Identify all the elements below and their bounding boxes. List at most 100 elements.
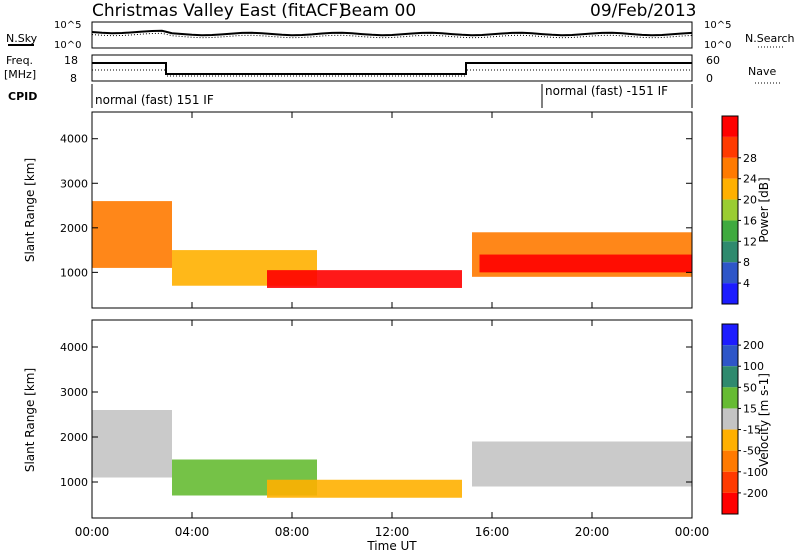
power-colorbar-tick-label: 8 xyxy=(743,256,750,269)
power-ytick-label: 4000 xyxy=(60,133,88,146)
power-colorbar-label: Power [dB] xyxy=(757,177,771,242)
noise-tick-bottom-right: 10^0 xyxy=(704,40,731,51)
power-x-axis xyxy=(91,112,693,308)
velocity-colorbar-tick-label: 200 xyxy=(743,339,764,352)
power-colorbar-swatch xyxy=(722,220,738,242)
nave-tick-top: 60 xyxy=(706,54,720,67)
velocity-panel: 1000 2000 3000 4000 Slant Range [km] 200 100… xyxy=(23,319,771,519)
freq-panel: Freq. [MHz] 18 8 60 0 Nave xyxy=(4,54,782,85)
velocity-data xyxy=(92,410,692,498)
cpid-row: CPID normal (fast) 151 IF normal (fast) … xyxy=(8,84,693,108)
figure-title: Christmas Valley East (fitACF) xyxy=(92,1,345,21)
nsky-label: N.Sky xyxy=(6,32,38,45)
velocity-colorbar-label: Velocity [m s-1] xyxy=(757,373,771,467)
power-colorbar-swatch xyxy=(722,262,738,284)
velocity-x-axis xyxy=(91,320,693,518)
power-colorbar-tick-label: 20 xyxy=(743,194,757,207)
time-axis-labels: 00:00 04:00 08:00 12:00 16:00 20:00 00:00 xyxy=(75,525,710,539)
nave-tick-bottom: 0 xyxy=(706,72,713,85)
power-colorbar-swatch xyxy=(722,136,738,158)
velocity-region-3 xyxy=(472,441,692,487)
nsearch-trace xyxy=(91,32,693,39)
velocity-colorbar-tick-label: 15 xyxy=(743,402,757,415)
power-colorbar-tick-label: 4 xyxy=(743,277,750,290)
velocity-colorbar-swatch xyxy=(722,471,738,493)
power-colorbar-tick-label: 12 xyxy=(743,235,757,248)
power-colorbar-swatch xyxy=(722,283,738,304)
frequency-trace xyxy=(92,62,692,75)
power-colorbar-swatch xyxy=(722,116,738,137)
time-tick-label: 16:00 xyxy=(475,525,510,539)
time-tick-label: 20:00 xyxy=(575,525,610,539)
noise-panel: N.Sky N.Search 10^5 10^0 10^5 10^0 xyxy=(6,20,795,51)
power-colorbar: 4 8 12 16 20 24 28 xyxy=(721,115,757,305)
power-ytick-label: 3000 xyxy=(60,177,88,190)
time-tick-label: 04:00 xyxy=(175,525,210,539)
beam-label: Beam 00 xyxy=(340,1,416,21)
noise-tick-top-right: 10^5 xyxy=(704,20,731,31)
x-axis-label: Time UT xyxy=(366,539,417,553)
velocity-colorbar-tick-label: 100 xyxy=(743,360,764,373)
velocity-ytick-label: 4000 xyxy=(60,341,88,354)
velocity-ytick-label: 1000 xyxy=(60,476,88,489)
velocity-colorbar-tick-label: -100 xyxy=(743,466,768,479)
power-y-axis-label: Slant Range [km] xyxy=(23,158,37,262)
velocity-region-2 xyxy=(267,479,462,498)
power-colorbar-tick-label: 28 xyxy=(743,152,757,165)
power-colorbar-swatch xyxy=(722,241,738,263)
velocity-y-axis: 1000 2000 3000 4000 xyxy=(60,341,692,489)
velocity-colorbar-swatch xyxy=(722,345,738,367)
velocity-y-axis-label: Slant Range [km] xyxy=(23,368,37,472)
power-region-2 xyxy=(267,270,462,288)
velocity-colorbar-tick-label: 50 xyxy=(743,381,757,394)
date-label: 09/Feb/2013 xyxy=(590,1,696,21)
velocity-ytick-label: 2000 xyxy=(60,431,88,444)
velocity-ytick-label: 3000 xyxy=(60,386,88,399)
power-colorbar-frame xyxy=(721,115,739,305)
nave-trace xyxy=(92,69,692,77)
nsearch-label: N.Search xyxy=(745,32,795,45)
time-tick-label: 00:00 xyxy=(75,525,110,539)
velocity-colorbar-swatch xyxy=(722,450,738,472)
noise-tick-bottom-left: 10^0 xyxy=(54,40,81,51)
velocity-colorbar: 200 100 50 15 -15 -50 -100 -200 xyxy=(721,323,768,515)
power-data xyxy=(92,201,692,288)
velocity-colorbar-swatch xyxy=(722,387,738,409)
power-colorbar-tick-label: 16 xyxy=(743,214,757,227)
power-y-axis: 1000 2000 3000 4000 xyxy=(60,133,692,279)
freq-unit-label: [MHz] xyxy=(4,68,36,81)
power-region-0 xyxy=(92,201,172,268)
freq-tick-top: 18 xyxy=(64,54,78,67)
power-colorbar-swatch xyxy=(722,199,738,221)
velocity-colorbar-swatch xyxy=(722,492,738,514)
cpid-label: CPID xyxy=(8,90,37,103)
power-panel: 1000 2000 3000 4000 Slant Range [km] 4 8 12 16… xyxy=(23,111,771,309)
velocity-colorbar-swatch xyxy=(722,408,738,430)
power-ytick-label: 1000 xyxy=(60,266,88,279)
power-colorbar-swatch xyxy=(722,157,738,179)
time-tick-label: 08:00 xyxy=(275,525,310,539)
freq-tick-bottom: 8 xyxy=(70,72,77,85)
power-colorbar-swatch xyxy=(722,178,738,200)
velocity-colorbar-swatch xyxy=(722,366,738,388)
power-colorbar-tick-label: 24 xyxy=(743,173,757,186)
cpid-segment-2: normal (fast) -151 IF xyxy=(545,84,668,98)
velocity-colorbar-swatch xyxy=(722,429,738,451)
freq-label: Freq. xyxy=(6,54,33,67)
power-ytick-label: 2000 xyxy=(60,222,88,235)
nave-label: Nave xyxy=(748,65,776,78)
velocity-colorbar-tick-label: -50 xyxy=(743,445,761,458)
nsky-trace xyxy=(91,29,693,37)
cpid-segment-1: normal (fast) 151 IF xyxy=(95,93,214,107)
velocity-colorbar-tick-label: -200 xyxy=(743,487,768,500)
noise-tick-top-left: 10^5 xyxy=(54,20,81,31)
time-tick-label: 12:00 xyxy=(375,525,410,539)
velocity-region-0 xyxy=(92,410,172,478)
velocity-colorbar-swatch xyxy=(722,324,738,346)
velocity-colorbar-tick-label: -15 xyxy=(743,424,761,437)
freq-panel-frame xyxy=(91,54,693,82)
time-tick-label: 00:00 xyxy=(675,525,710,539)
power-region-4 xyxy=(479,254,692,273)
velocity-colorbar-frame xyxy=(721,323,739,515)
